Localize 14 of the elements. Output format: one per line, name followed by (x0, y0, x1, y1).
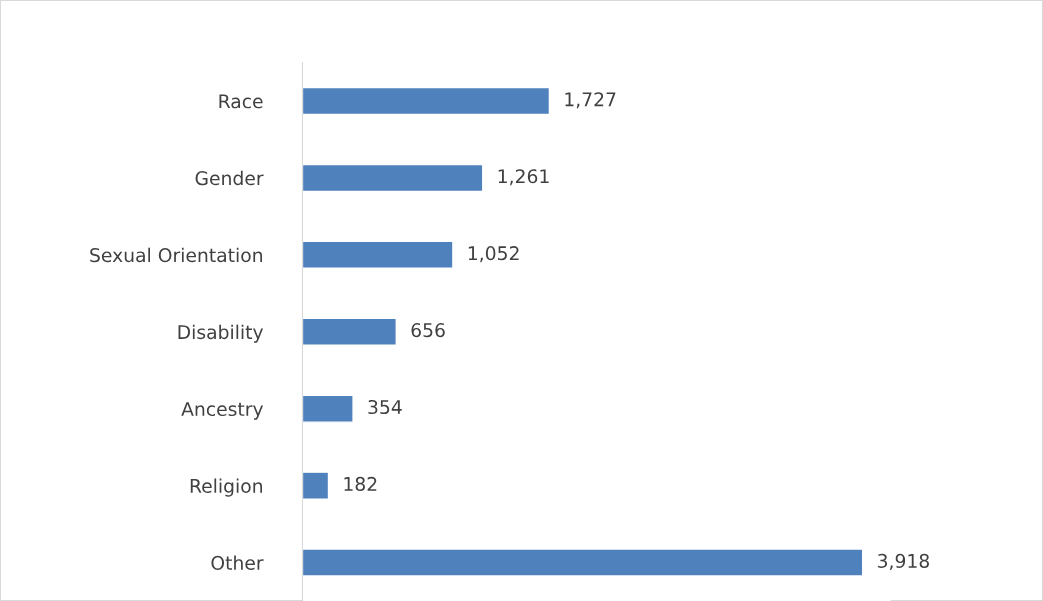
data-label: 1,261 (498, 169, 549, 186)
data-label: 656 (411, 323, 445, 338)
y-tick-label: Other (211, 555, 264, 570)
data-label: 1,727 (565, 92, 616, 109)
data-label: 354 (368, 399, 402, 415)
data-label: 3,918 (878, 553, 929, 570)
y-tick-label: Disability (178, 324, 264, 343)
y-tick-label: Religion (190, 478, 262, 497)
y-tick-label: Race (219, 94, 263, 109)
y-tick-label: Sexual Orientation (90, 247, 262, 263)
data-label: 182 (344, 476, 377, 492)
data-label: 1,052 (468, 246, 519, 263)
y-tick-label: Ancestry (181, 402, 264, 420)
y-tick-label: Gender (195, 170, 264, 186)
